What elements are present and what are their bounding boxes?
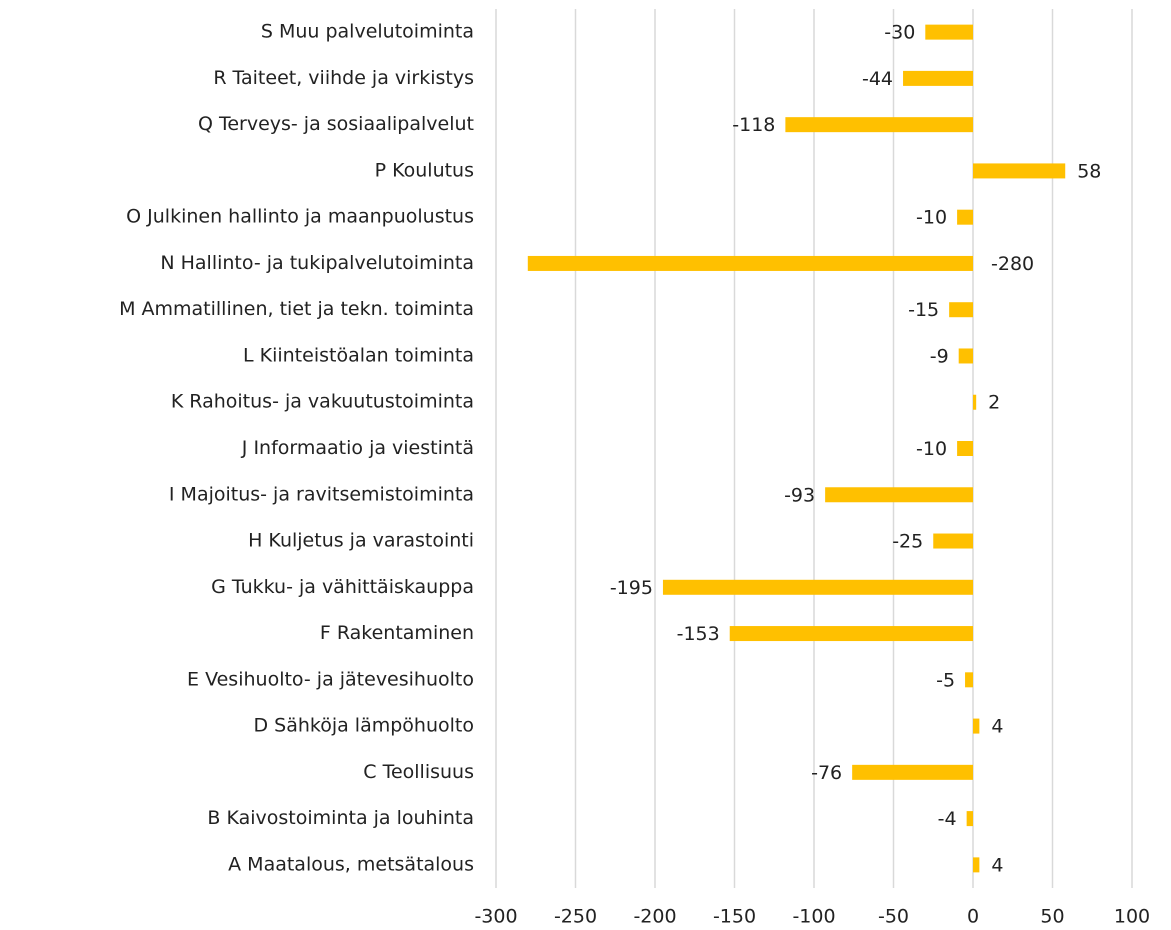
bar <box>966 811 973 827</box>
data-label: -153 <box>677 623 720 645</box>
y-tick-label: C Teollisuus <box>363 761 474 783</box>
y-tick-label: L Kiinteistöalan toiminta <box>243 344 474 366</box>
bar <box>957 441 973 456</box>
data-label: -93 <box>784 484 815 506</box>
bar <box>973 163 1066 179</box>
data-label: -10 <box>916 438 947 460</box>
bar <box>973 857 980 873</box>
bar <box>729 626 973 642</box>
y-tick-label: A Maatalous, metsätalous <box>228 853 474 875</box>
y-tick-label: Q Terveys- ja sosiaalipalvelut <box>198 113 474 135</box>
data-label: -76 <box>811 762 842 784</box>
y-tick-label: F Rakentaminen <box>320 622 474 644</box>
data-label: -4 <box>938 808 957 830</box>
x-tick-label: -50 <box>878 906 909 928</box>
data-label: -25 <box>892 531 923 553</box>
bar <box>965 672 973 688</box>
y-tick-label: I Majoitus- ja ravitsemistoiminta <box>169 483 474 505</box>
bar <box>973 718 980 734</box>
y-tick-label: K Rahoitus- ja vakuutustoiminta <box>171 391 474 413</box>
bar <box>903 70 973 86</box>
data-label: -10 <box>916 207 947 229</box>
bar <box>958 348 973 364</box>
x-tick-label: 50 <box>1040 906 1064 928</box>
data-label: -195 <box>610 577 653 599</box>
x-tick-label: 0 <box>967 906 979 928</box>
y-tick-label: N Hallinto- ja tukipalvelutoiminta <box>160 252 474 274</box>
data-label: -15 <box>908 299 939 321</box>
data-label: -118 <box>732 114 775 136</box>
bar <box>973 394 977 410</box>
y-tick-label: P Koulutus <box>375 159 474 181</box>
y-tick-label: O Julkinen hallinto ja maanpuolustus <box>126 206 474 228</box>
x-tick-label: -100 <box>792 906 835 928</box>
data-label: -30 <box>884 22 915 44</box>
x-tick-label: 100 <box>1114 906 1150 928</box>
data-label: 2 <box>988 392 1000 414</box>
y-tick-label: H Kuljetus ja varastointi <box>248 530 474 552</box>
y-tick-label: D Sähköja lämpöhuolto <box>253 715 474 737</box>
data-label: -44 <box>862 68 893 90</box>
y-tick-label: M Ammatillinen, tiet ja tekn. toiminta <box>119 298 474 320</box>
data-label: -5 <box>936 669 955 691</box>
bar <box>785 117 973 133</box>
y-tick-label: B Kaivostoiminta ja louhinta <box>207 807 474 829</box>
data-label: -9 <box>930 345 949 367</box>
bar <box>933 533 973 549</box>
data-label: 4 <box>991 854 1003 876</box>
data-label: -280 <box>991 253 1034 275</box>
x-tick-label: -250 <box>554 906 597 928</box>
x-tick-label: -150 <box>713 906 756 928</box>
y-tick-label: R Taiteet, viihde ja virkistys <box>213 67 474 89</box>
y-tick-label: J Informaatio ja viestintä <box>241 437 474 459</box>
bar <box>957 209 973 225</box>
bar <box>949 302 973 318</box>
bar <box>662 579 973 595</box>
bar <box>852 764 973 780</box>
x-tick-label: -200 <box>633 906 676 928</box>
y-tick-label: S Muu palvelutoiminta <box>261 21 474 43</box>
bar <box>825 487 973 503</box>
y-tick-label: E Vesihuolto- ja jätevesihuolto <box>187 668 474 690</box>
data-label: 58 <box>1077 160 1101 182</box>
x-tick-label: -300 <box>474 906 517 928</box>
data-label: 4 <box>991 716 1003 738</box>
bar <box>925 24 973 40</box>
y-tick-label: G Tukku- ja vähittäiskauppa <box>211 576 474 598</box>
bar <box>527 255 973 271</box>
